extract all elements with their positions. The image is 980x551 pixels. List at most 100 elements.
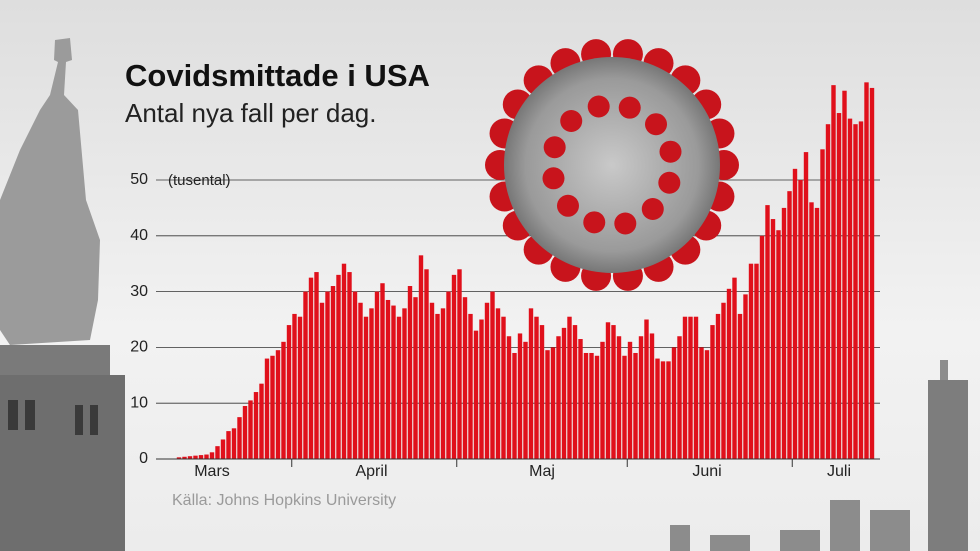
bar bbox=[550, 347, 556, 459]
bar bbox=[517, 333, 523, 459]
bar bbox=[424, 269, 429, 459]
bar-layer: 0 10 20 30 40 50 Mars April Maj Juni Juli bbox=[130, 82, 880, 480]
y-tick-label: 10 bbox=[130, 394, 148, 411]
bar bbox=[655, 358, 660, 459]
virus-spike bbox=[587, 95, 610, 118]
bar bbox=[578, 339, 583, 459]
bar bbox=[567, 316, 572, 459]
bar bbox=[413, 297, 418, 459]
bar bbox=[583, 352, 589, 459]
bar bbox=[325, 291, 330, 459]
bar bbox=[402, 308, 407, 459]
bar bbox=[693, 316, 699, 459]
bar bbox=[457, 269, 462, 459]
bar bbox=[858, 121, 864, 459]
bar bbox=[380, 283, 385, 459]
bar bbox=[303, 291, 308, 459]
bar bbox=[715, 313, 721, 459]
bar bbox=[539, 325, 545, 459]
bar bbox=[204, 454, 209, 459]
bar bbox=[798, 180, 803, 459]
virus-spike bbox=[583, 211, 606, 234]
bar bbox=[688, 316, 693, 459]
bar bbox=[589, 352, 594, 459]
bar bbox=[237, 417, 242, 459]
bar bbox=[781, 207, 787, 459]
bar bbox=[677, 336, 682, 459]
bar bbox=[649, 333, 655, 459]
bar bbox=[671, 347, 677, 459]
bar bbox=[704, 350, 710, 459]
bar bbox=[363, 316, 369, 459]
statue-of-liberty bbox=[0, 38, 125, 551]
bar bbox=[605, 322, 611, 459]
bar bbox=[556, 336, 561, 459]
bar bbox=[814, 207, 820, 459]
bar bbox=[484, 302, 490, 459]
bar bbox=[187, 456, 193, 459]
bar bbox=[528, 308, 534, 459]
bar bbox=[633, 352, 638, 459]
bar bbox=[627, 341, 633, 459]
bar bbox=[468, 313, 473, 459]
bar bbox=[286, 325, 292, 459]
y-tick-label: 50 bbox=[130, 171, 148, 188]
bar bbox=[396, 316, 402, 459]
virus-spike bbox=[556, 194, 579, 217]
bar bbox=[737, 313, 743, 459]
bar bbox=[572, 325, 578, 459]
bar bbox=[803, 152, 809, 459]
bar bbox=[825, 124, 831, 459]
bar bbox=[787, 191, 792, 459]
bar bbox=[226, 431, 231, 459]
bar bbox=[666, 361, 671, 459]
bar bbox=[770, 219, 776, 459]
bar bbox=[242, 405, 248, 459]
bar bbox=[853, 124, 858, 459]
bar bbox=[336, 274, 341, 459]
y-tick-label: 20 bbox=[130, 339, 148, 356]
bar bbox=[561, 327, 567, 459]
bar bbox=[479, 319, 484, 459]
source: Källa: Johns Hopkins University bbox=[172, 492, 396, 509]
bar bbox=[847, 118, 853, 460]
virus-body bbox=[504, 57, 720, 273]
bar bbox=[435, 313, 440, 459]
bar bbox=[836, 113, 842, 459]
y-tick-label: 0 bbox=[139, 450, 148, 467]
bar bbox=[754, 263, 759, 459]
bar bbox=[253, 392, 259, 459]
bar bbox=[176, 457, 182, 459]
bar bbox=[446, 291, 451, 459]
bar bbox=[545, 350, 550, 459]
bar bbox=[385, 299, 391, 459]
bar bbox=[726, 288, 732, 459]
bar bbox=[440, 308, 446, 459]
x-tick-label: Maj bbox=[529, 463, 555, 480]
bar bbox=[182, 456, 187, 459]
bar bbox=[308, 277, 314, 459]
bar bbox=[792, 168, 798, 459]
bar bbox=[297, 316, 303, 459]
bar bbox=[358, 302, 363, 459]
virus-spike bbox=[542, 167, 565, 190]
bar bbox=[721, 302, 726, 459]
bar bbox=[330, 286, 336, 459]
bar bbox=[369, 308, 374, 459]
bar bbox=[352, 291, 358, 459]
x-tick-label: April bbox=[355, 463, 387, 480]
bar bbox=[374, 291, 380, 459]
virus-spike bbox=[560, 109, 583, 132]
virus-spike bbox=[645, 113, 668, 136]
bar bbox=[407, 286, 413, 459]
bar bbox=[743, 294, 748, 459]
bar bbox=[193, 455, 198, 459]
bar bbox=[270, 355, 275, 459]
bar bbox=[831, 85, 836, 459]
x-tick-label: Juni bbox=[692, 463, 721, 480]
bar bbox=[869, 87, 875, 460]
bar bbox=[281, 341, 286, 459]
bar bbox=[275, 350, 281, 459]
bar bbox=[820, 149, 825, 459]
